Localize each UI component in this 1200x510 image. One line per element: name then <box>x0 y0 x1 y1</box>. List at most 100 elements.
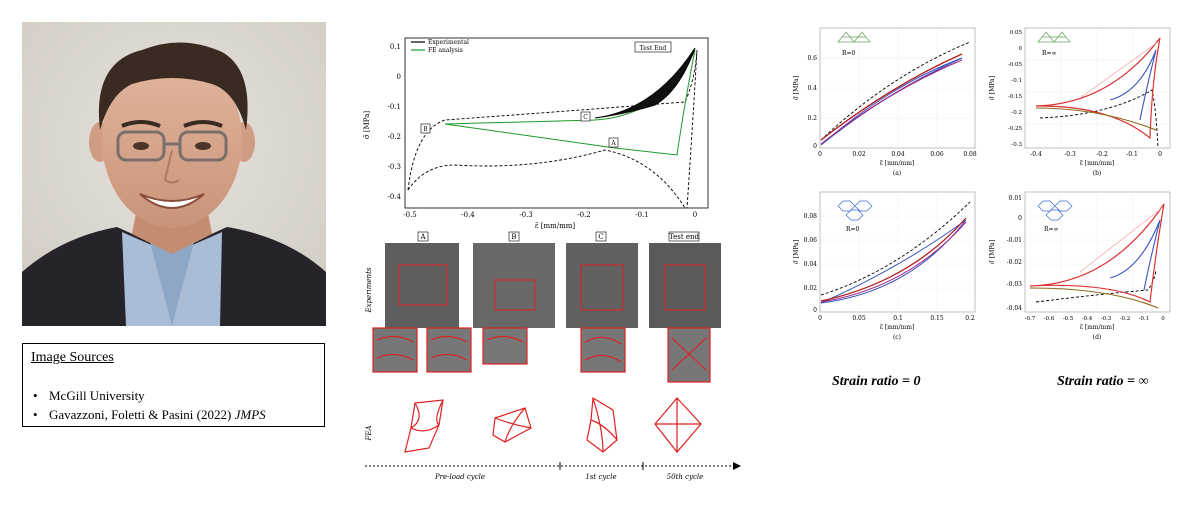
svg-text:-0.2: -0.2 <box>1120 316 1131 322</box>
svg-text:-0.7: -0.7 <box>1025 316 1036 322</box>
svg-text:-0.1: -0.1 <box>388 103 402 111</box>
svg-text:0: 0 <box>397 73 401 81</box>
fea-sketches <box>404 396 702 453</box>
svg-text:0.4: 0.4 <box>807 85 817 92</box>
svg-text:0: 0 <box>1161 316 1165 322</box>
timeline-first-cycle: 1st cycle <box>585 473 616 481</box>
main-plot-ylabel: σ̃ [MPa] <box>362 111 371 139</box>
svg-text:(c): (c) <box>893 334 901 341</box>
svg-text:-0.25: -0.25 <box>1008 126 1023 132</box>
row-label-experiments: Experiments <box>365 267 373 313</box>
annotation-b: B <box>423 126 428 133</box>
svg-text:-0.15: -0.15 <box>1008 94 1023 100</box>
svg-text:Experimental: Experimental <box>428 39 469 46</box>
image-sources-title: Image Sources <box>31 350 114 365</box>
svg-text:-0.2: -0.2 <box>577 211 591 219</box>
plot-d: R=∞ 0.01 0 -0.01 -0.02 -0.03 -0.04 -0.7 -0.6 -0… <box>989 191 1171 341</box>
svg-text:-0.3: -0.3 <box>1011 142 1022 148</box>
svg-text:-0.05: -0.05 <box>1008 62 1023 68</box>
source-item-mcgill: McGill University <box>33 386 266 405</box>
main-plot-yticks: 0.1 0 -0.1 -0.2 -0.3 -0.4 <box>388 43 402 201</box>
svg-text:-0.5: -0.5 <box>1063 316 1074 322</box>
svg-text:-0.01: -0.01 <box>1007 237 1022 244</box>
svg-text:-0.3: -0.3 <box>388 163 402 171</box>
svg-text:-0.04: -0.04 <box>1007 305 1023 312</box>
svg-text:0.01: 0.01 <box>1009 195 1022 202</box>
svg-text:R=∞: R=∞ <box>1042 50 1057 57</box>
main-plot-xticks: -0.5 -0.4 -0.3 -0.2 -0.1 0 <box>403 211 697 219</box>
dashed-curve-lower <box>407 149 686 209</box>
svg-text:0.02: 0.02 <box>852 151 866 158</box>
svg-text:0.2: 0.2 <box>965 315 975 322</box>
svg-text:ε̃ [mm/mm]: ε̃ [mm/mm] <box>1080 324 1114 331</box>
experimental-curve <box>594 47 696 119</box>
svg-text:-0.4: -0.4 <box>461 211 475 219</box>
svg-text:-0.1: -0.1 <box>1139 316 1150 322</box>
svg-text:-0.4: -0.4 <box>1030 151 1042 158</box>
svg-text:-0.2: -0.2 <box>388 133 402 141</box>
annotation-test-end: Test End <box>640 45 667 52</box>
svg-text:0.04: 0.04 <box>804 261 818 268</box>
caption-strain-ratio-zero: Strain ratio = 0 <box>832 374 921 389</box>
timeline-preload: Pre-load cycle <box>434 473 485 481</box>
svg-text:ε̃ [mm/mm]: ε̃ [mm/mm] <box>880 160 914 167</box>
svg-text:A: A <box>419 233 426 241</box>
svg-text:0.1: 0.1 <box>893 315 903 322</box>
svg-text:(d): (d) <box>1093 334 1102 341</box>
plot-c: R=0 0.08 0.06 0.04 0.02 0 0 0.05 0.1 0.15 0.2 σ̃… <box>793 191 976 341</box>
svg-text:-0.1: -0.1 <box>635 211 649 219</box>
svg-text:-0.02: -0.02 <box>1007 259 1023 266</box>
plot-a: R=0 0.6 0.4 0.2 0 0 0.02 0.04 0.06 0.08 σ̃ [MPa… <box>793 27 977 177</box>
svg-text:B: B <box>511 233 516 241</box>
svg-text:-0.2: -0.2 <box>1011 110 1022 116</box>
svg-text:ε̃ [mm/mm]: ε̃ [mm/mm] <box>880 324 914 331</box>
strain-ratio-plots: R=0 0.6 0.4 0.2 0 0 0.02 0.04 0.06 0.08 σ̃ [MPa… <box>793 27 1171 341</box>
svg-text:R=∞: R=∞ <box>1044 226 1059 233</box>
svg-text:0.6: 0.6 <box>807 55 817 62</box>
svg-text:-0.5: -0.5 <box>403 211 417 219</box>
svg-text:-0.2: -0.2 <box>1096 151 1108 158</box>
svg-text:-0.3: -0.3 <box>519 211 533 219</box>
svg-text:0.06: 0.06 <box>930 151 944 158</box>
svg-text:σ̃ [MPa]: σ̃ [MPa] <box>793 76 800 100</box>
main-plot-xlabel: ε̃ [mm/mm] <box>535 221 575 230</box>
caption-strain-ratio-infinity: Strain ratio = ∞ <box>1057 374 1149 389</box>
svg-text:0.2: 0.2 <box>807 115 817 122</box>
svg-text:0.08: 0.08 <box>804 213 818 220</box>
svg-text:R=0: R=0 <box>846 226 860 233</box>
svg-text:0: 0 <box>1019 46 1023 52</box>
row-label-fea: FEA <box>365 425 373 441</box>
svg-text:FE analysis: FE analysis <box>428 47 463 54</box>
plot-b: R=∞ 0.05 0 -0.05 -0.1 -0.15 -0.2 -0.25 -0.3 -0.… <box>989 27 1171 177</box>
annotation-c: C <box>583 114 588 121</box>
experiment-photos <box>385 243 721 328</box>
main-plot-frame <box>404 37 709 209</box>
svg-text:0.06: 0.06 <box>804 237 818 244</box>
timeline-fiftieth-cycle: 50th cycle <box>667 473 704 481</box>
svg-text:0: 0 <box>813 307 817 314</box>
svg-text:0.05: 0.05 <box>1010 30 1023 36</box>
svg-text:σ̃ [MPa]: σ̃ [MPa] <box>793 240 800 264</box>
portrait-photo <box>22 22 326 326</box>
svg-text:0.08: 0.08 <box>963 151 977 158</box>
image-sources-box: Image Sources McGill University Gavazzon… <box>22 343 325 427</box>
svg-text:0.1: 0.1 <box>390 43 401 51</box>
svg-text:0: 0 <box>1018 215 1022 222</box>
svg-text:-0.4: -0.4 <box>388 193 402 201</box>
svg-text:0: 0 <box>693 211 697 219</box>
svg-text:-0.3: -0.3 <box>1064 151 1076 158</box>
svg-text:0.15: 0.15 <box>930 315 944 322</box>
svg-text:ε̃ [mm/mm]: ε̃ [mm/mm] <box>1080 160 1114 167</box>
zoom-insets <box>372 327 711 383</box>
annotation-a: A <box>610 140 616 147</box>
svg-text:Test end: Test end <box>669 233 700 241</box>
svg-text:R=0: R=0 <box>842 50 856 57</box>
svg-text:C: C <box>598 233 603 241</box>
svg-text:-0.1: -0.1 <box>1011 78 1022 84</box>
svg-text:(b): (b) <box>1093 170 1102 177</box>
svg-text:-0.3: -0.3 <box>1101 316 1112 322</box>
source-item-paper: Gavazzoni, Foletti & Pasini (2022) JMPS <box>33 405 266 424</box>
svg-text:0: 0 <box>1158 151 1162 158</box>
center-figure: 0.1 0 -0.1 -0.2 -0.3 -0.4 -0.5 -0.4 -0.3… <box>362 37 741 481</box>
svg-text:0.04: 0.04 <box>891 151 905 158</box>
